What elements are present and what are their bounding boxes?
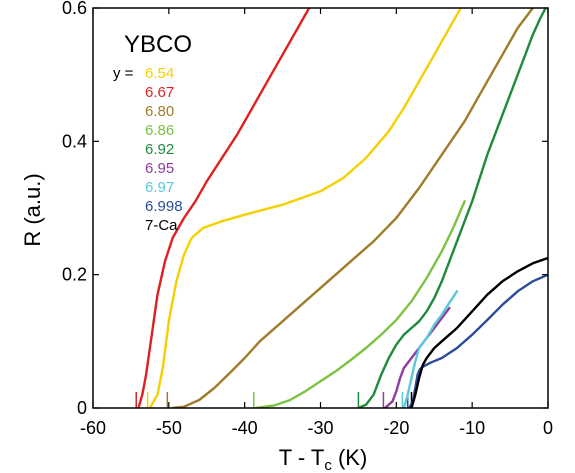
legend-entry-8: 7-Ca: [145, 217, 178, 234]
legend-entry-2: 6.80: [145, 103, 174, 120]
legend-entry-4: 6.92: [145, 141, 174, 158]
y-tick-label-1: 0.2: [62, 265, 87, 285]
legend: y = 6.54 6.67 6.80 6.86 6.92 6.95 6.97 6.998 7-C…: [113, 65, 183, 234]
series-line-0: [148, 8, 462, 408]
axis-ticks: -60 -50 -40 -30 -20 -10 0 0 0.2 0.4 0.6: [62, 0, 553, 438]
series-line-1: [137, 8, 311, 408]
x-tick-label-3: -30: [307, 418, 333, 438]
series-line-8: [410, 256, 548, 408]
x-axis-label-subscript: c: [324, 457, 332, 473]
tc-markers: [135, 392, 413, 408]
legend-entry-7: 6.998: [145, 198, 183, 215]
series-line-6: [402, 290, 459, 408]
x-axis-label-unit: (K): [332, 445, 367, 470]
y-axis-label: R (a.u.): [20, 173, 45, 246]
series-line-7: [408, 273, 548, 408]
series-line-5: [383, 306, 451, 408]
series-line-2: [171, 8, 534, 408]
y-tick-label-3: 0.6: [62, 0, 87, 18]
chart-title: YBCO: [124, 31, 192, 58]
x-axis-label: T - Tc (K): [279, 445, 368, 473]
y-tick-label-0: 0: [77, 398, 87, 418]
legend-entry-6: 6.97: [145, 179, 174, 196]
legend-entry-3: 6.86: [145, 122, 174, 139]
y-tick-label-2: 0.4: [62, 131, 87, 151]
x-tick-label-2: -40: [232, 418, 258, 438]
legend-entry-5: 6.95: [145, 160, 174, 177]
legend-entry-1: 6.67: [145, 84, 174, 101]
x-tick-label-4: -20: [383, 418, 409, 438]
x-tick-label-0: -60: [80, 418, 106, 438]
series-layer: [137, 8, 548, 408]
x-axis-label-main: T - T: [279, 445, 325, 470]
legend-prefix: y =: [113, 65, 134, 82]
x-tick-label-6: 0: [543, 418, 553, 438]
legend-entry-0: 6.54: [145, 65, 174, 82]
x-tick-label-1: -50: [156, 418, 182, 438]
series-line-3: [254, 200, 466, 408]
x-tick-label-5: -10: [459, 418, 485, 438]
series-line-4: [357, 8, 547, 408]
